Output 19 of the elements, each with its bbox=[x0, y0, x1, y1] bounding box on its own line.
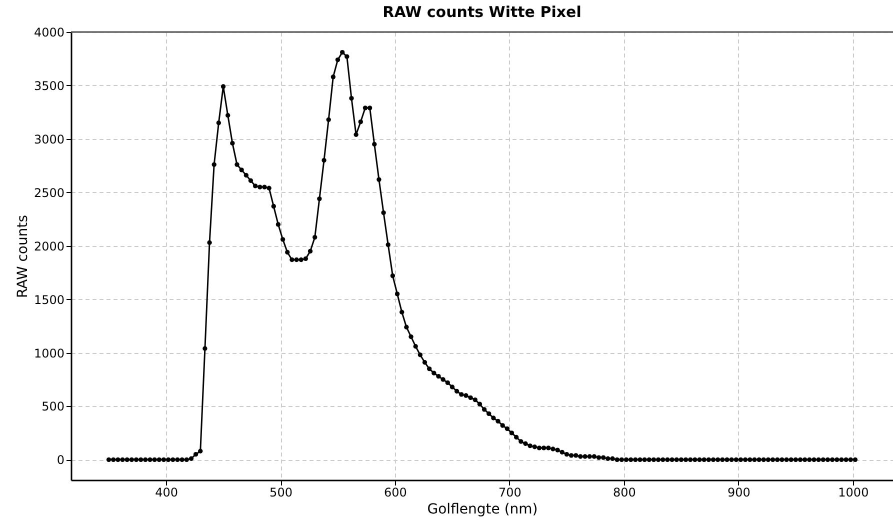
y-tick-label: 0 bbox=[56, 453, 64, 468]
y-tick-label: 1000 bbox=[34, 346, 64, 360]
y-axis-title: RAW counts bbox=[14, 214, 31, 298]
y-tick-label: 2500 bbox=[34, 186, 64, 200]
x-tick-label: 900 bbox=[727, 486, 750, 500]
x-tick-label: 1000 bbox=[838, 486, 869, 500]
x-tick-label: 600 bbox=[384, 486, 407, 500]
x-tick-label: 800 bbox=[613, 486, 636, 500]
y-tick-label: 500 bbox=[42, 400, 64, 414]
x-axis-title: Golflengte (nm) bbox=[427, 502, 538, 518]
chart-title: RAW counts Witte Pixel bbox=[382, 3, 582, 21]
x-tick-label: 700 bbox=[498, 486, 522, 500]
y-tick-label: 4000 bbox=[34, 26, 64, 40]
y-tick-label: 1500 bbox=[34, 292, 64, 307]
y-tick-label: 3500 bbox=[34, 78, 64, 93]
y-tick-label: 2000 bbox=[34, 239, 64, 254]
x-tick-label: 400 bbox=[155, 486, 178, 500]
y-tick-label: 3000 bbox=[34, 132, 64, 146]
x-tick-label: 500 bbox=[270, 486, 292, 500]
